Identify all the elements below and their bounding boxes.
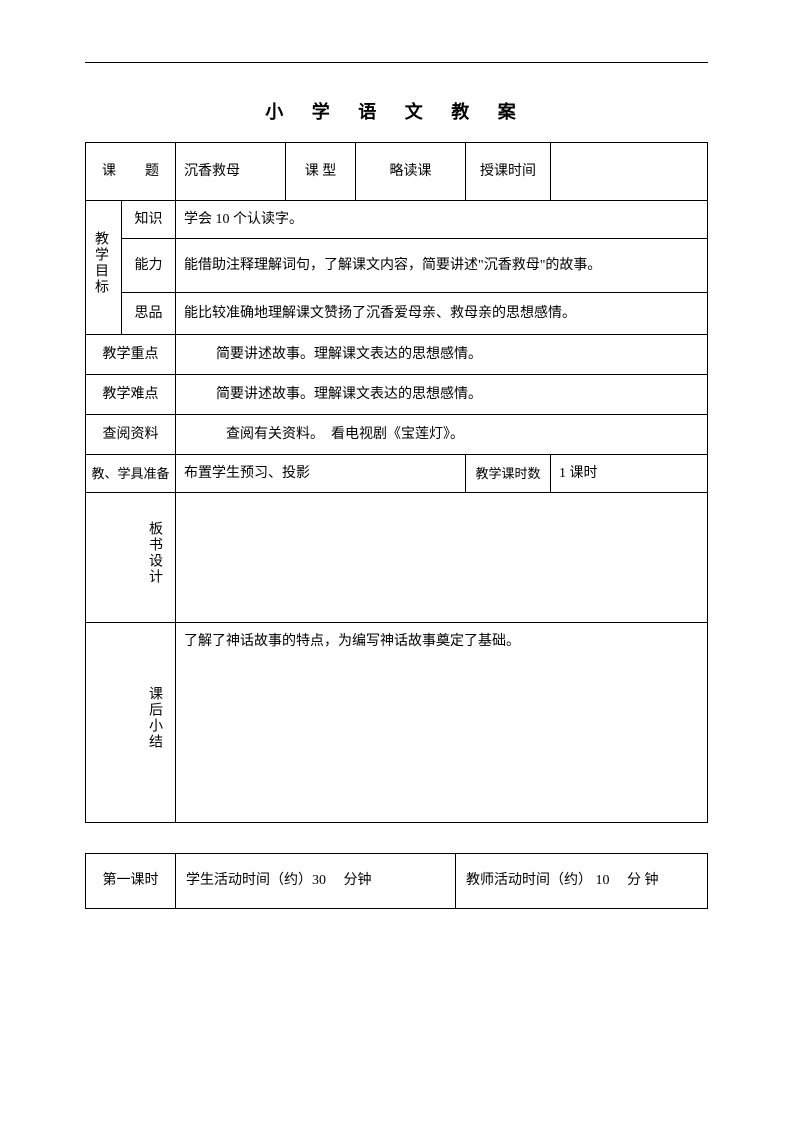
page-title: 小 学 语 文 教 案 [85, 98, 708, 124]
focus-label: 教学重点 [86, 335, 176, 375]
time-label: 授课时间 [466, 143, 551, 201]
lesson-plan-table: 课题 沉香救母 课 型 略读课 授课时间 教学目标 知识 学会 10 个认读字。… [85, 142, 708, 823]
top-rule [85, 62, 708, 63]
ability-label: 能力 [122, 239, 176, 293]
table-row: 第一课时 学生活动时间（约）30 分钟 教师活动时间（约） 10 分 钟 [86, 854, 708, 908]
difficulty-label: 教学难点 [86, 375, 176, 415]
page-container: 小 学 语 文 教 案 课题 沉香救母 课 型 略读课 授课时间 教学目标 [0, 0, 793, 909]
prep-label: 教、学具准备 [86, 455, 176, 493]
ability-value: 能借助注释理解词句，了解课文内容，简要讲述"沉香救母"的故事。 [176, 239, 708, 293]
table-row: 教学难点 简要讲述故事。理解课文表达的思想感情。 [86, 375, 708, 415]
topic-label: 课题 [86, 143, 176, 201]
knowledge-value: 学会 10 个认读字。 [176, 201, 708, 239]
moral-label: 思品 [122, 293, 176, 335]
difficulty-value: 简要讲述故事。理解课文表达的思想感情。 [176, 375, 708, 415]
type-label: 课 型 [286, 143, 356, 201]
table-row: 思品 能比较准确地理解课文赞扬了沉香爱母亲、救母亲的思想感情。 [86, 293, 708, 335]
student-time: 学生活动时间（约）30 分钟 [176, 854, 456, 908]
table-row: 板书设计 [86, 493, 708, 623]
table-row: 教学目标 知识 学会 10 个认读字。 [86, 201, 708, 239]
summary-label: 课后小结 [86, 623, 176, 823]
hours-value: 1 课时 [551, 455, 708, 493]
focus-value: 简要讲述故事。理解课文表达的思想感情。 [176, 335, 708, 375]
board-label: 板书设计 [86, 493, 176, 623]
teacher-time: 教师活动时间（约） 10 分 钟 [456, 854, 708, 908]
moral-value: 能比较准确地理解课文赞扬了沉香爱母亲、救母亲的思想感情。 [176, 293, 708, 335]
reference-value: 查阅有关资料。 看电视剧《宝莲灯》。 [176, 415, 708, 455]
table-row: 教、学具准备 布置学生预习、投影 教学课时数 1 课时 [86, 455, 708, 493]
reference-label: 查阅资料 [86, 415, 176, 455]
table-row: 能力 能借助注释理解词句，了解课文内容，简要讲述"沉香救母"的故事。 [86, 239, 708, 293]
table-row: 教学重点 简要讲述故事。理解课文表达的思想感情。 [86, 335, 708, 375]
table-row: 课题 沉香救母 课 型 略读课 授课时间 [86, 143, 708, 201]
board-value [176, 493, 708, 623]
table-row: 课后小结 了解了神话故事的特点，为编写神话故事奠定了基础。 [86, 623, 708, 823]
summary-value: 了解了神话故事的特点，为编写神话故事奠定了基础。 [176, 623, 708, 823]
time-value [551, 143, 708, 201]
period-label: 第一课时 [86, 854, 176, 908]
period-table: 第一课时 学生活动时间（约）30 分钟 教师活动时间（约） 10 分 钟 [85, 853, 708, 908]
type-value: 略读课 [356, 143, 466, 201]
table-row: 查阅资料 查阅有关资料。 看电视剧《宝莲灯》。 [86, 415, 708, 455]
objectives-label: 教学目标 [86, 201, 122, 335]
topic-value: 沉香救母 [176, 143, 286, 201]
knowledge-label: 知识 [122, 201, 176, 239]
prep-value: 布置学生预习、投影 [176, 455, 466, 493]
hours-label: 教学课时数 [466, 455, 551, 493]
